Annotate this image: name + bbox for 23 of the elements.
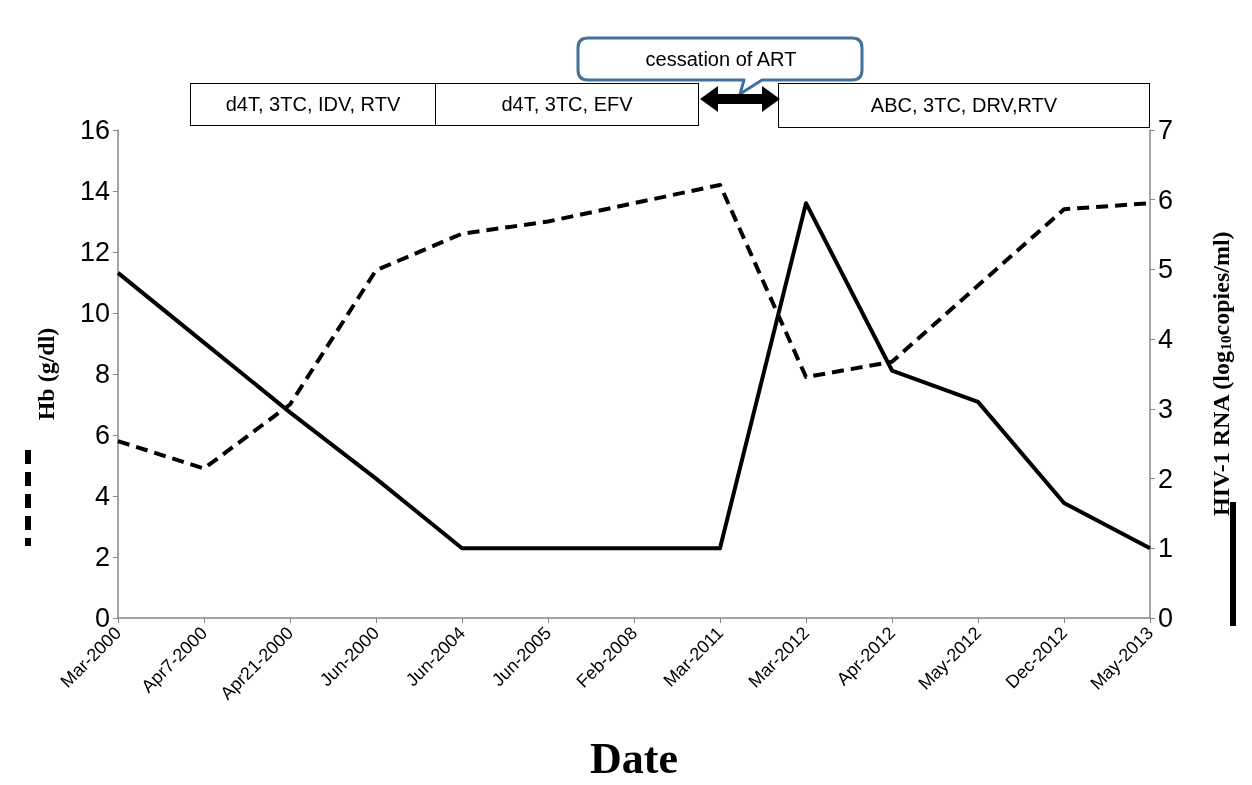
- y2-axis-title: HIV-1 RNA (log10copies/ml): [1207, 231, 1234, 516]
- y-tick-label: 6: [94, 420, 110, 450]
- y-tick-label: 14: [79, 176, 110, 206]
- y2-tick-label: 1: [1158, 533, 1174, 564]
- y2-tick-label: 3: [1158, 393, 1174, 424]
- y-axis-title: Hb (g/dl): [33, 327, 59, 421]
- y-tick-label: 16: [79, 115, 110, 145]
- y-tick-label: 12: [79, 237, 110, 267]
- y2-tick-label: 7: [1158, 115, 1174, 145]
- x-axis-title: Date: [590, 733, 678, 783]
- text: d4T, 3TC, EFV: [435, 83, 699, 126]
- text: d4T, 3TC, IDV, RTV: [190, 83, 436, 126]
- y-tick-label: 2: [94, 542, 110, 572]
- text: cessation of ART: [644, 46, 798, 72]
- text: ABC, 3TC, DRV,RTV: [778, 83, 1150, 128]
- y-tick-label: 10: [79, 298, 110, 328]
- y2-tick-label: 2: [1158, 463, 1174, 494]
- y-tick-label: 4: [94, 481, 110, 511]
- y-tick-label: 8: [94, 359, 110, 389]
- y2-tick-label: 4: [1158, 324, 1174, 355]
- y2-tick-label: 0: [1158, 603, 1174, 633]
- y2-tick-label: 5: [1158, 254, 1174, 285]
- y2-tick-label: 6: [1158, 184, 1174, 215]
